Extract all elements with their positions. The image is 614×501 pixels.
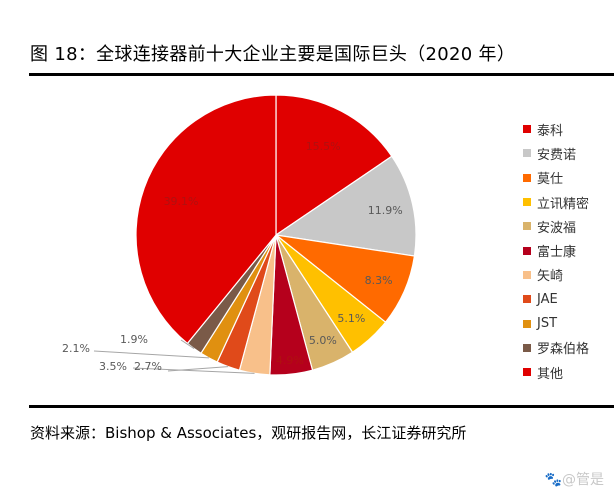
- legend-label: 矢崎: [537, 269, 564, 285]
- legend-label: 其他: [537, 366, 564, 382]
- source-note: 资料来源：Bishop & Associates，观研报告网，长江证券研究所: [30, 424, 467, 442]
- slice-value-label: 2.1%: [62, 342, 90, 355]
- legend-label: 安费诺: [537, 147, 577, 163]
- legend-label: 泰科: [537, 123, 564, 139]
- watermark: 🐾@管是: [544, 472, 604, 488]
- legend-item: JST: [523, 311, 589, 335]
- legend-swatch-icon: [523, 319, 531, 328]
- leader-line: [93, 350, 209, 359]
- legend-item: 其他: [523, 360, 589, 384]
- legend-swatch-icon: [523, 173, 531, 182]
- legend-swatch-icon: [523, 222, 531, 231]
- legend-item: 安波福: [523, 214, 589, 238]
- slice-value-label: 1.9%: [120, 333, 148, 346]
- chart-legend: 泰科安费诺莫仕立讯精密安波福富士康矢崎 JAE JST 罗森伯格其他: [523, 117, 589, 384]
- pie-slice: [275, 94, 393, 237]
- slice-value-label: 3.5%: [99, 360, 127, 373]
- legend-item: 富士康: [523, 238, 589, 262]
- slice-value-label: 5.1%: [337, 312, 365, 325]
- slice-value-label: 11.9%: [368, 204, 403, 217]
- legend-item: JAE: [523, 287, 589, 311]
- legend-swatch-icon: [523, 343, 531, 352]
- source-divider: [29, 405, 614, 408]
- legend-item: 立讯精密: [523, 190, 589, 214]
- legend-label: 罗森伯格: [537, 342, 590, 358]
- legend-swatch-icon: [523, 246, 531, 255]
- legend-swatch-icon: [523, 149, 531, 158]
- legend-item: 泰科: [523, 117, 589, 141]
- legend-label: JST: [537, 316, 558, 332]
- legend-item: 矢崎: [523, 263, 589, 287]
- leader-line: [132, 367, 255, 374]
- legend-label: 富士康: [537, 245, 577, 261]
- legend-label: JAE: [537, 291, 558, 307]
- slice-value-label: 15.5%: [306, 140, 341, 153]
- pie-slice: [274, 155, 417, 257]
- slice-value-label: 4.9%: [276, 354, 304, 367]
- legend-label: 莫仕: [537, 172, 564, 188]
- leader-line: [167, 366, 229, 372]
- leader-line: [180, 339, 195, 349]
- slice-value-label: 8.3%: [365, 274, 393, 287]
- legend-swatch-icon: [523, 368, 531, 377]
- slice-value-label: 39.1%: [164, 195, 199, 208]
- legend-swatch-icon: [523, 270, 531, 279]
- figure-title: 图 18：全球连接器前十大企业主要是国际巨头（2020 年）: [30, 44, 516, 65]
- legend-item: 罗森伯格: [523, 336, 589, 360]
- legend-label: 安波福: [537, 220, 577, 236]
- legend-swatch-icon: [523, 295, 531, 304]
- legend-item: 安费诺: [523, 141, 589, 165]
- legend-swatch-icon: [523, 198, 531, 207]
- legend-swatch-icon: [523, 125, 531, 134]
- title-divider: [29, 73, 614, 76]
- legend-item: 莫仕: [523, 166, 589, 190]
- slice-value-label: 5.0%: [309, 334, 337, 347]
- pie-slice: [135, 94, 277, 345]
- legend-label: 立讯精密: [537, 196, 590, 212]
- slice-value-label: 2.7%: [134, 360, 162, 373]
